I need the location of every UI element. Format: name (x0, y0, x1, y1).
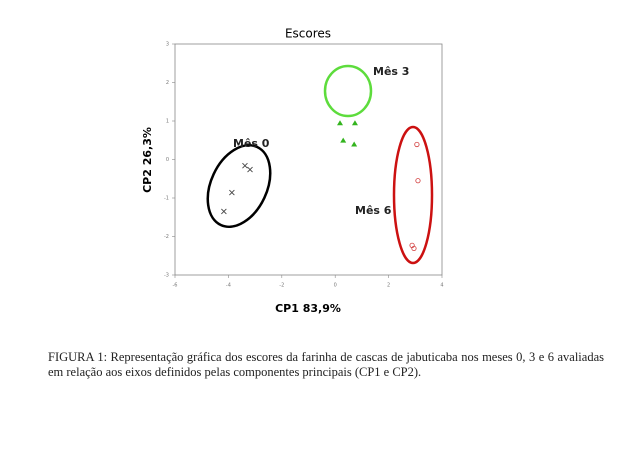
group-ellipse (323, 64, 373, 118)
point (411, 245, 417, 252)
point (242, 162, 248, 169)
x-tick-label: -2 (279, 283, 284, 289)
point (337, 120, 344, 126)
group-label: Mês 0 (233, 137, 270, 150)
y-axis-label: CP2 26,3% (141, 127, 154, 193)
point (415, 178, 421, 184)
point (414, 141, 420, 148)
group-label: Mês 6 (355, 204, 392, 217)
x-tick-label: 0 (334, 283, 337, 289)
group-ellipse (206, 144, 272, 228)
point (351, 141, 358, 147)
point (340, 137, 347, 143)
x-tick-label: -4 (226, 283, 231, 289)
x-tick-label: -6 (173, 283, 178, 289)
y-tick-label: 0 (166, 157, 169, 163)
point (221, 208, 227, 215)
y-tick-label: 1 (166, 119, 169, 125)
y-tick-label: -1 (164, 196, 169, 202)
point (247, 166, 253, 173)
chart: Escores CP1 83,9% CP2 26,3% Mês 0 Mês 3 … (141, 27, 444, 316)
y-tick-label: -3 (164, 273, 169, 279)
x-axis-label: CP1 83,9% (275, 302, 341, 315)
x-tick-label: 4 (440, 283, 443, 289)
y-tick-label: -2 (164, 234, 169, 240)
chart-title: Escores (285, 27, 331, 41)
point (229, 189, 235, 196)
figure-caption: FIGURA 1: Representação gráfica dos esco… (48, 350, 604, 379)
y-tick-label: 2 (166, 80, 169, 86)
y-tick-label: 3 (166, 42, 169, 48)
point (351, 120, 358, 126)
group-ellipse (392, 125, 434, 265)
x-tick-label: 2 (387, 283, 390, 289)
plot-frame (174, 43, 443, 276)
group-label: Mês 3 (373, 65, 409, 78)
